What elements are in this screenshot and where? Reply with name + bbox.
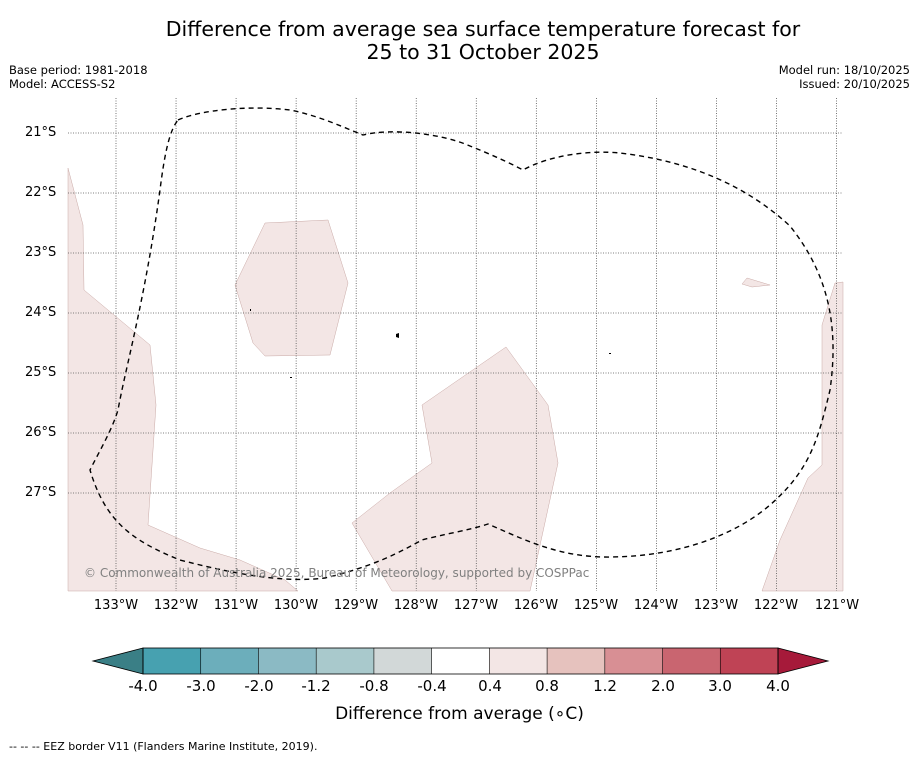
colorbar-tick-label: 1.2 (593, 677, 617, 695)
colorbar-segment (143, 648, 201, 674)
islands (250, 309, 611, 378)
colorbar-segment (258, 648, 317, 674)
anomaly-area-small-east (741, 277, 771, 288)
lon-label-125w: 125°W (573, 598, 619, 613)
island-1 (396, 333, 399, 338)
colorbar-segment (662, 648, 721, 674)
lat-label-27s: 27°S (25, 485, 57, 500)
colorbar-segment (720, 648, 778, 674)
colorbar (91, 647, 830, 675)
colorbar-tick-label: 0.4 (478, 677, 502, 695)
anomaly-area-west-coast (67, 167, 299, 592)
colorbar-segment (316, 648, 374, 674)
lon-label-127w: 127°W (453, 598, 499, 613)
lon-label-122w: 122°W (753, 598, 799, 613)
anomaly-area-east-coast (761, 281, 844, 592)
lon-label-130w: 130°W (273, 598, 319, 613)
colorbar-segment (431, 648, 490, 674)
lat-label-23s: 23°S (25, 245, 57, 260)
colorbar-tick-label: 4.0 (766, 677, 790, 695)
colorbar-high-extension (777, 647, 830, 675)
colorbar-tick-label: -2.0 (244, 677, 274, 695)
anomaly-areas (67, 167, 844, 592)
lon-label-126w: 126°W (513, 598, 559, 613)
colorbar-segment (604, 648, 663, 674)
anomaly-area-northwest (234, 219, 349, 357)
colorbar-tick-label: -0.8 (359, 677, 389, 695)
colorbar-tick-label: -1.2 (301, 677, 331, 695)
colorbar-segment (489, 648, 548, 674)
lon-label-129w: 129°W (333, 598, 379, 613)
colorbar-tick-label: -3.0 (186, 677, 216, 695)
colorbar-tick-label: 3.0 (708, 677, 732, 695)
issued-date: Issued: 20/10/2025 (799, 77, 910, 91)
lon-label-121w: 121°W (814, 598, 860, 613)
base-period: Base period: 1981-2018 (9, 63, 148, 77)
colorbar-segment (373, 648, 432, 674)
lat-label-24s: 24°S (25, 305, 57, 320)
meta-left: Base period: 1981-2018 Model: ACCESS-S2 (9, 63, 148, 91)
model-run: Model run: 18/10/2025 (778, 63, 910, 77)
lon-label-128w: 128°W (393, 598, 439, 613)
island-2 (609, 353, 611, 354)
lon-label-123w: 123°W (693, 598, 739, 613)
model-name: Model: ACCESS-S2 (9, 77, 116, 91)
colorbar-title: Difference from average (∘C) (335, 704, 584, 724)
chart-title: Difference from average sea surface temp… (0, 18, 919, 64)
lon-label-131w: 131°W (213, 598, 259, 613)
eez-footnote: -- -- -- EEZ border V11 (Flanders Marine… (9, 740, 318, 753)
colorbar-tick-label: 0.8 (535, 677, 559, 695)
title-line-1: Difference from average sea surface temp… (165, 17, 801, 41)
colorbar-tick-label: -4.0 (128, 677, 158, 695)
lat-label-26s: 26°S (25, 425, 57, 440)
colorbar-tick-label: 2.0 (651, 677, 675, 695)
colorbar-low-extension (91, 647, 144, 675)
lat-label-21s: 21°S (25, 125, 57, 140)
grid-lines (68, 98, 843, 591)
meta-right: Model run: 18/10/2025 Issued: 20/10/2025 (779, 63, 910, 91)
lon-label-132w: 132°W (153, 598, 199, 613)
colorbar-segment (547, 648, 605, 674)
lon-label-124w: 124°W (633, 598, 679, 613)
anomaly-area-south-central (351, 346, 559, 592)
island-3 (290, 377, 292, 378)
colorbar-tick-label: -0.4 (417, 677, 447, 695)
title-line-2: 25 to 31 October 2025 (366, 40, 600, 64)
copyright-notice: © Commonwealth of Australia 2025, Bureau… (84, 566, 590, 580)
island-4 (250, 309, 251, 311)
lat-label-22s: 22°S (25, 185, 57, 200)
lat-label-25s: 25°S (25, 365, 57, 380)
eez-border (89, 107, 834, 581)
colorbar-segment (200, 648, 259, 674)
lon-label-133w: 133°W (93, 598, 139, 613)
